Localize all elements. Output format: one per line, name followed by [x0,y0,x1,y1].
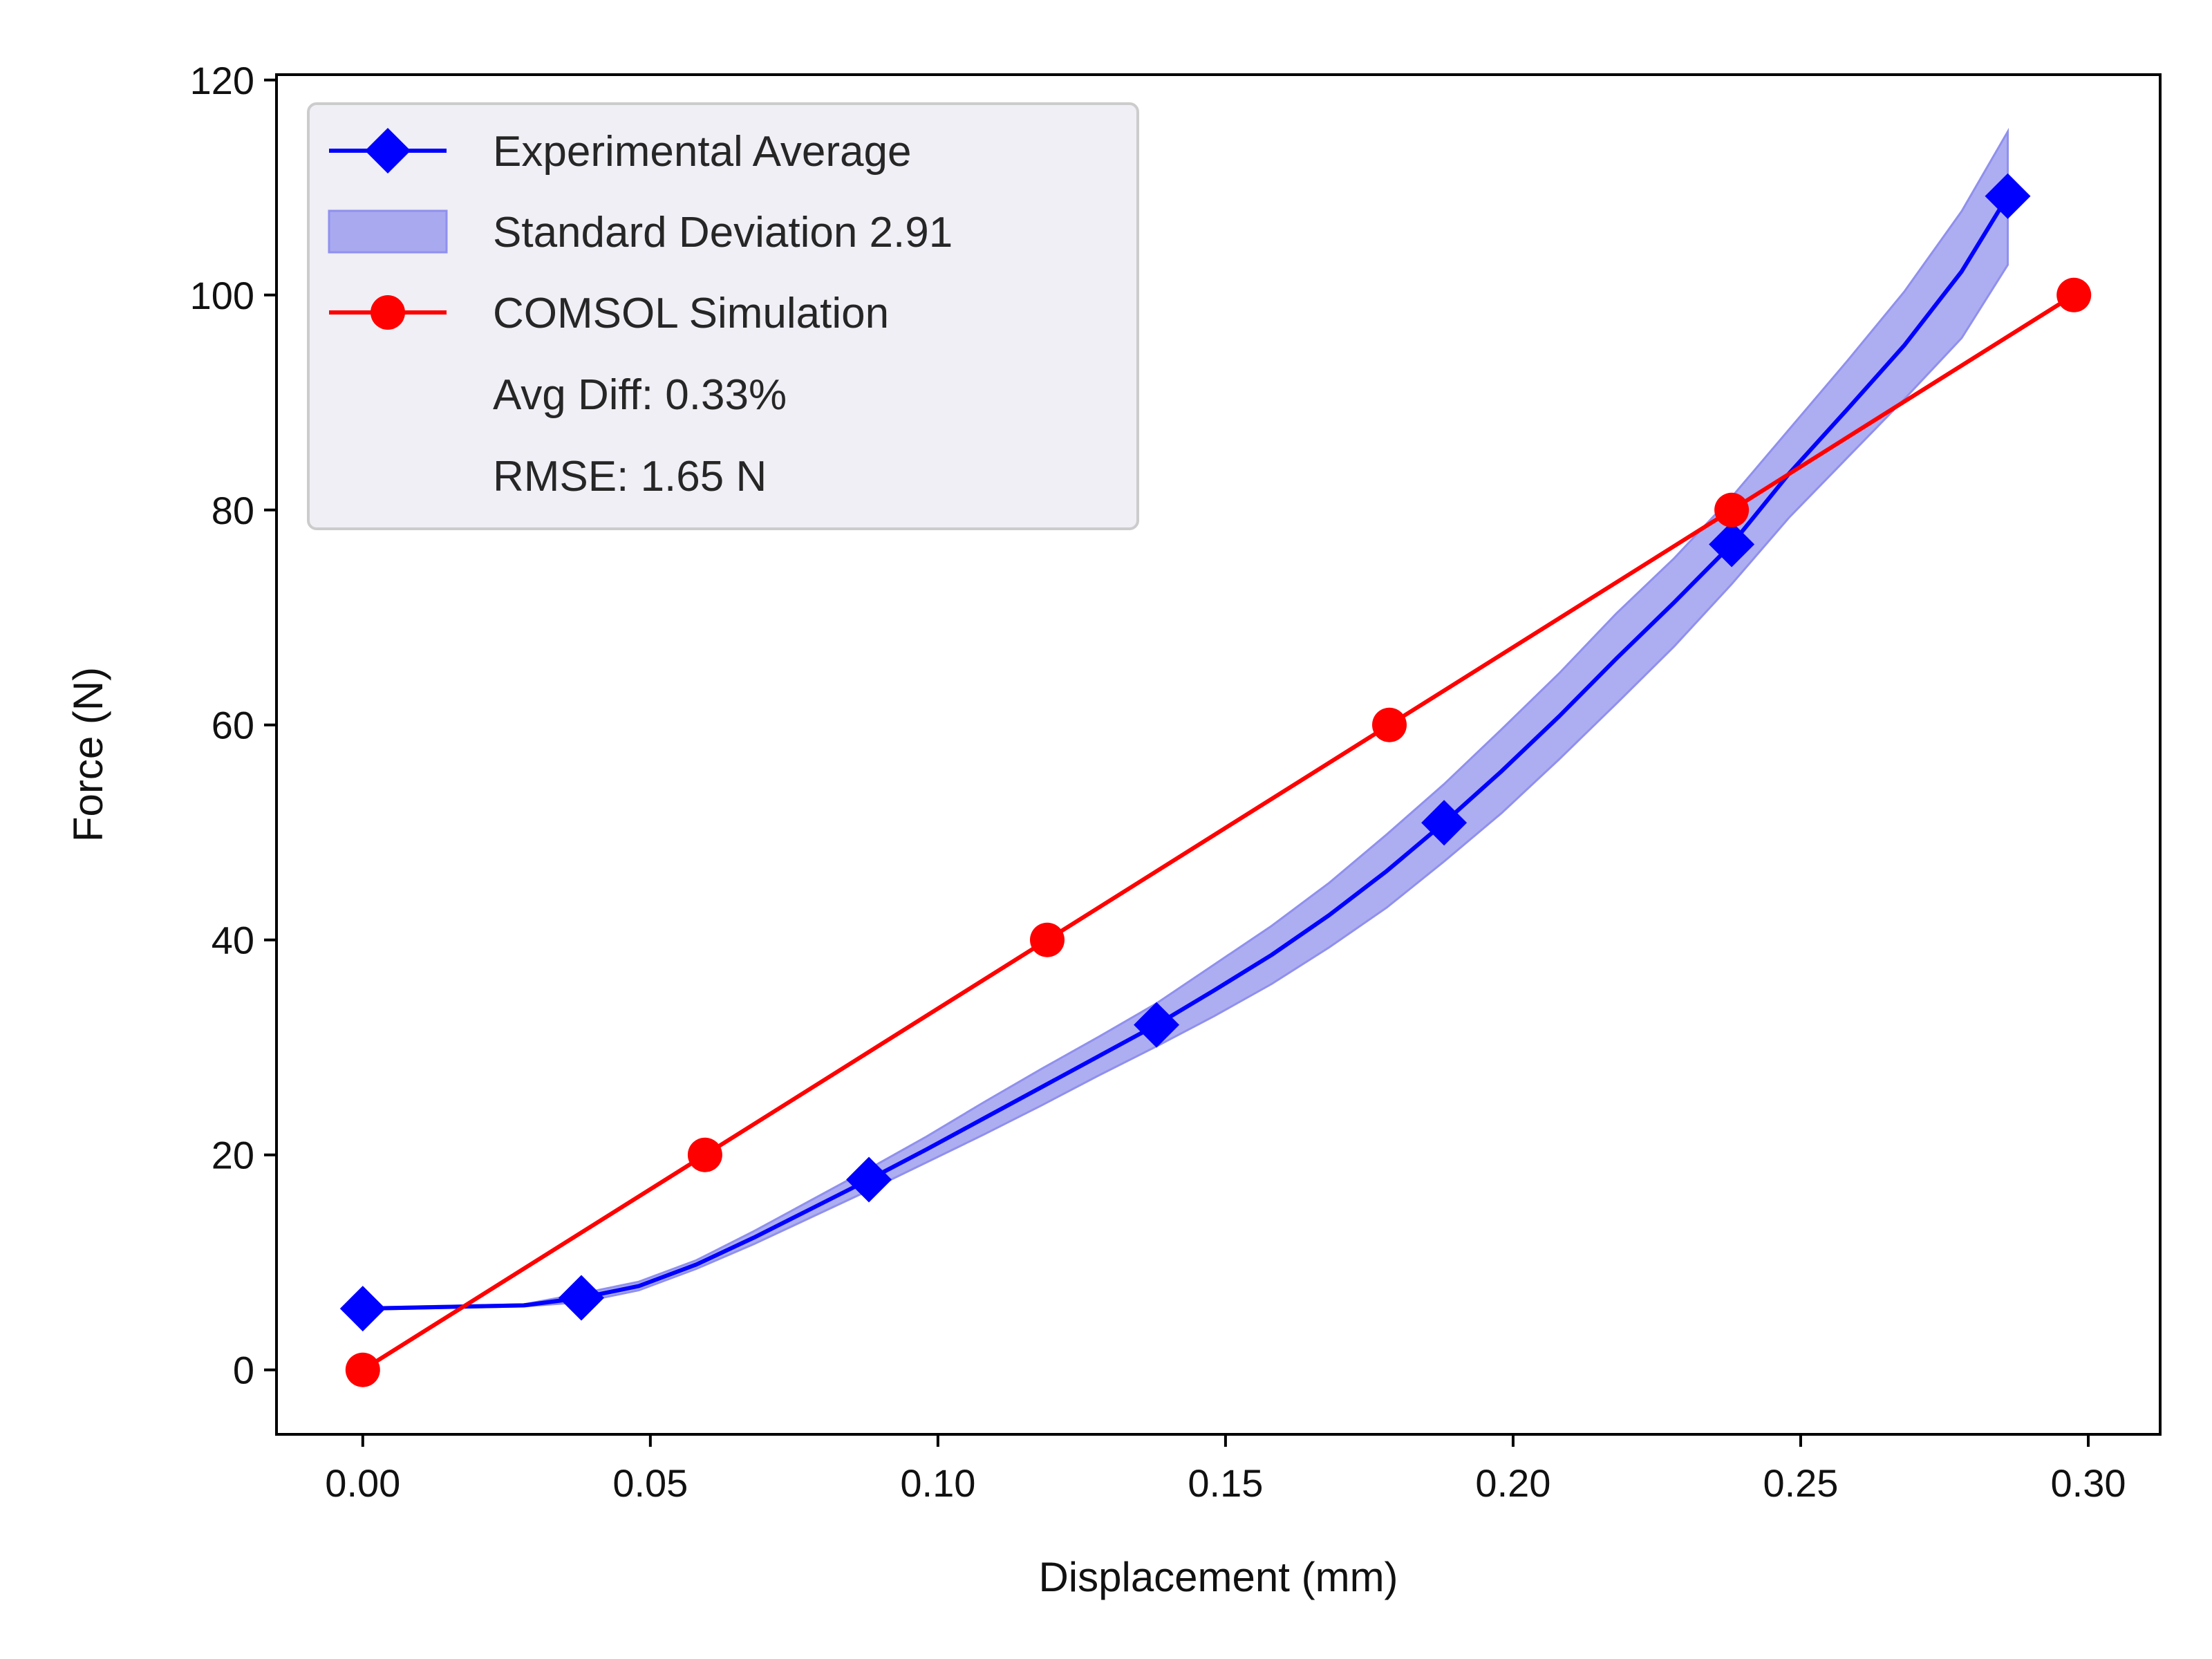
std-deviation-band [362,127,2009,1311]
x-tick-label: 0.20 [1475,1461,1550,1505]
x-tick-label: 0.15 [1188,1461,1263,1505]
legend-box [307,102,1139,530]
legend-label-experimental: Experimental Average [493,128,911,176]
simulation-marker [345,1352,380,1387]
y-axis-title: Force (N) [65,667,111,842]
y-tick-label: 20 [212,1134,254,1177]
x-tick-label: 0.25 [1763,1461,1838,1505]
experimental-marker [846,1156,892,1203]
comsol-simulation-line [362,293,2075,1372]
x-axis-title: Displacement (mm) [1038,1554,1398,1600]
legend-label-std-deviation: Standard Deviation 2.91 [493,209,953,256]
simulation-marker [1030,922,1065,957]
y-tick-label: 100 [190,274,254,317]
x-tick-label: 0.30 [2050,1461,2126,1505]
simulation-marker [687,1137,722,1172]
x-tick-label: 0.05 [612,1461,688,1505]
x-tick-label: 0.10 [900,1461,975,1505]
axes-frame [275,73,2162,1436]
legend: Experimental Average Standard Deviation 2… [307,102,1139,530]
simulation-marker [2056,277,2092,312]
legend-rmse: RMSE: 1.65 N [493,453,767,500]
simulation-marker [1714,492,1750,527]
legend-label-simulation: COMSOL Simulation [493,290,889,337]
experimental-marker [558,1275,604,1321]
experimental-marker [1421,800,1468,846]
y-tick-label: 120 [190,59,254,102]
y-tick-label: 60 [212,704,254,747]
legend-std-band-swatch [328,209,448,254]
y-tick-label: 40 [212,919,254,962]
y-tick-label: 80 [212,489,254,532]
experimental-marker [1985,173,2031,219]
axes: 0.00 0.05 0.10 0.15 0.20 0.25 0.30 0 20 40 60 80 100… [190,59,2162,1505]
experimental-marker [1709,521,1755,568]
legend-experimental-marker [365,128,411,174]
y-tick-label: 0 [233,1349,254,1392]
plot-area [339,127,2092,1387]
experimental-marker [1134,1002,1180,1048]
simulation-marker [1372,707,1407,742]
legend-simulation-marker [371,295,405,330]
legend-avg-diff: Avg Diff: 0.33% [493,371,787,419]
experimental-marker [339,1286,386,1332]
x-tick-label: 0.00 [325,1461,400,1505]
experimental-average-line [362,195,2010,1311]
